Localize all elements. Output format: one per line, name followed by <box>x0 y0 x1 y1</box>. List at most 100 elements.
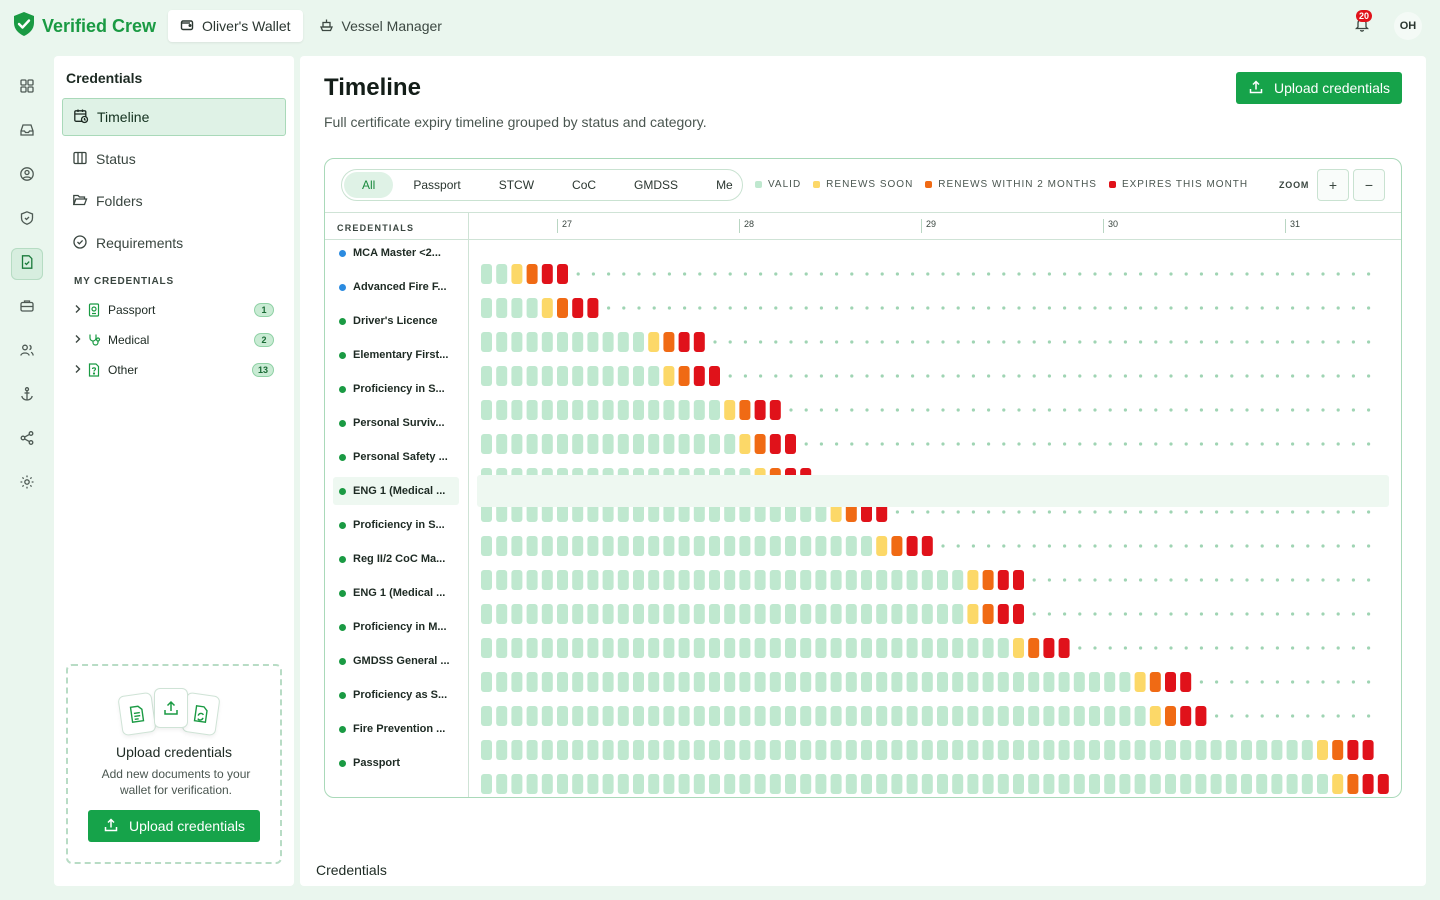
timeline-block-valid[interactable] <box>724 502 736 522</box>
timeline-block-expires-month[interactable] <box>1362 774 1374 794</box>
timeline-block-valid[interactable] <box>769 570 781 590</box>
credential-row-label[interactable]: Reg II/2 CoC Ma... <box>333 545 459 573</box>
timeline-block-valid[interactable] <box>815 502 827 522</box>
timeline-block-valid[interactable] <box>587 672 599 692</box>
timeline-block-valid[interactable] <box>709 638 720 658</box>
timeline-block-valid[interactable] <box>739 604 751 624</box>
timeline-block-valid[interactable] <box>876 570 888 590</box>
timeline-block-valid[interactable] <box>541 400 553 420</box>
timeline-block-valid[interactable] <box>496 672 508 692</box>
timeline-block-valid[interactable] <box>617 366 629 386</box>
timeline-block-valid[interactable] <box>526 298 538 318</box>
timeline-block-valid[interactable] <box>1013 740 1024 760</box>
timeline-block-valid[interactable] <box>602 400 614 420</box>
timeline-block-valid[interactable] <box>1317 774 1328 794</box>
timeline-block-renews-2m[interactable] <box>1028 638 1040 658</box>
timeline-block-valid[interactable] <box>1058 774 1070 794</box>
timeline-block-valid[interactable] <box>815 672 827 692</box>
timeline-block-valid[interactable] <box>921 740 933 760</box>
timeline-block-valid[interactable] <box>861 638 872 658</box>
credential-row-label[interactable]: ENG 1 (Medical ... <box>333 579 459 607</box>
timeline-block-valid[interactable] <box>557 536 568 556</box>
timeline-block-valid[interactable] <box>937 570 948 590</box>
timeline-block-renews-soon[interactable] <box>663 366 675 386</box>
timeline-block-valid[interactable] <box>1028 740 1040 760</box>
timeline-block-valid[interactable] <box>800 570 812 590</box>
timeline-block-valid[interactable] <box>1256 774 1268 794</box>
timeline-block-valid[interactable] <box>511 672 523 692</box>
timeline-block-valid[interactable] <box>572 400 584 420</box>
timeline-block-valid[interactable] <box>800 774 812 794</box>
timeline-block-valid[interactable] <box>663 774 675 794</box>
timeline-block-valid[interactable] <box>921 638 933 658</box>
timeline-block-valid[interactable] <box>481 264 492 284</box>
timeline-block-valid[interactable] <box>876 706 888 726</box>
timeline-block-valid[interactable] <box>602 570 614 590</box>
timeline-block-renews-soon[interactable] <box>511 264 523 284</box>
timeline-block-valid[interactable] <box>724 740 736 760</box>
timeline-block-valid[interactable] <box>557 638 568 658</box>
timeline-block-valid[interactable] <box>815 706 827 726</box>
timeline-block-renews-soon[interactable] <box>1332 774 1344 794</box>
timeline-block-valid[interactable] <box>602 604 614 624</box>
timeline-block-valid[interactable] <box>997 638 1009 658</box>
timeline-block-renews-soon[interactable] <box>876 536 888 556</box>
timeline-block-renews-soon[interactable] <box>1134 672 1146 692</box>
credential-row-label[interactable]: Proficiency in M... <box>333 613 459 641</box>
timeline-block-valid[interactable] <box>724 638 736 658</box>
timeline-block-expires-month[interactable] <box>693 366 705 386</box>
timeline-block-valid[interactable] <box>617 570 629 590</box>
timeline-block-valid[interactable] <box>511 434 523 454</box>
timeline-block-valid[interactable] <box>997 740 1009 760</box>
timeline-block-valid[interactable] <box>693 774 705 794</box>
timeline-block-valid[interactable] <box>587 740 599 760</box>
timeline-block-valid[interactable] <box>754 502 766 522</box>
timeline-block-valid[interactable] <box>693 502 705 522</box>
timeline-block-valid[interactable] <box>648 706 660 726</box>
timeline-block-valid[interactable] <box>602 706 614 726</box>
timeline-block-valid[interactable] <box>587 604 599 624</box>
timeline-block-valid[interactable] <box>587 706 599 726</box>
filter-tab-stcw[interactable]: STCW <box>498 178 535 192</box>
credential-row-label[interactable]: Passport <box>333 749 459 777</box>
timeline-block-valid[interactable] <box>496 570 508 590</box>
timeline-block-valid[interactable] <box>891 774 903 794</box>
rail-inbox[interactable] <box>11 116 43 148</box>
timeline-block-valid[interactable] <box>891 604 903 624</box>
timeline-block-valid[interactable] <box>709 570 720 590</box>
timeline-block-valid[interactable] <box>557 400 568 420</box>
timeline-block-valid[interactable] <box>739 570 751 590</box>
timeline-block-valid[interactable] <box>678 400 690 420</box>
rail-crew[interactable] <box>11 336 43 368</box>
timeline-block-valid[interactable] <box>572 502 584 522</box>
timeline-block-renews-2m[interactable] <box>663 332 675 352</box>
timeline-block-valid[interactable] <box>511 536 523 556</box>
timeline-block-valid[interactable] <box>496 604 508 624</box>
timeline-block-valid[interactable] <box>481 400 492 420</box>
timeline-block-valid[interactable] <box>1043 706 1055 726</box>
timeline-block-valid[interactable] <box>572 434 584 454</box>
timeline-block-valid[interactable] <box>1119 740 1131 760</box>
timeline-block-valid[interactable] <box>1013 706 1024 726</box>
upload-dropzone[interactable]: Upload credentials Add new documents to … <box>66 664 282 864</box>
timeline-block-valid[interactable] <box>526 604 538 624</box>
timeline-block-valid[interactable] <box>1119 672 1131 692</box>
timeline-block-expires-month[interactable] <box>557 264 568 284</box>
timeline-block-valid[interactable] <box>633 706 644 726</box>
timeline-block-valid[interactable] <box>876 638 888 658</box>
timeline-block-valid[interactable] <box>511 604 523 624</box>
timeline-block-valid[interactable] <box>1256 740 1268 760</box>
timeline-block-valid[interactable] <box>557 672 568 692</box>
tab-vessel-manager[interactable]: Vessel Manager <box>307 10 454 42</box>
timeline-block-valid[interactable] <box>526 774 538 794</box>
timeline-block-valid[interactable] <box>678 434 690 454</box>
timeline-block-valid[interactable] <box>830 774 842 794</box>
timeline-block-valid[interactable] <box>1013 774 1024 794</box>
zoom-out-button[interactable]: − <box>1353 169 1385 201</box>
timeline-block-valid[interactable] <box>952 672 964 692</box>
timeline-block-valid[interactable] <box>617 434 629 454</box>
timeline-block-renews-soon[interactable] <box>967 604 979 624</box>
timeline-block-valid[interactable] <box>587 434 599 454</box>
timeline-block-valid[interactable] <box>663 400 675 420</box>
timeline-block-valid[interactable] <box>921 706 933 726</box>
